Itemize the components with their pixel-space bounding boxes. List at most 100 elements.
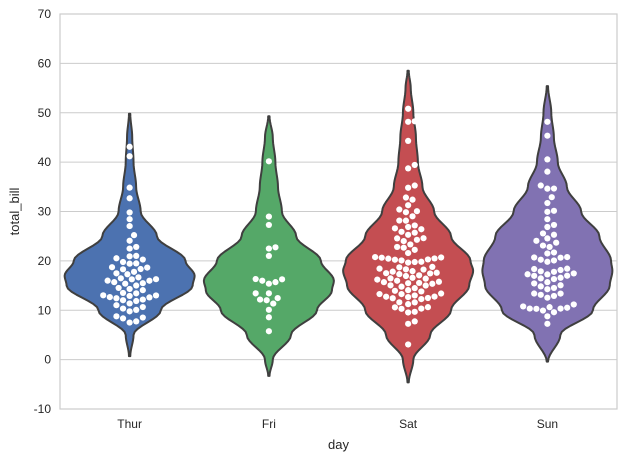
swarm-point	[126, 195, 133, 202]
swarm-point	[152, 276, 160, 283]
swarm-point	[385, 255, 392, 262]
swarm-point	[119, 266, 127, 273]
swarm-point	[391, 225, 399, 232]
swarm-point	[104, 277, 111, 284]
swarm-point	[126, 209, 133, 216]
swarm-point	[524, 271, 531, 278]
swarm-point	[420, 235, 427, 242]
swarm-point	[427, 270, 434, 277]
swarm-point	[405, 320, 412, 327]
swarm-point	[438, 254, 445, 261]
swarm-point	[396, 271, 403, 278]
swarm-point	[376, 265, 383, 272]
y-tick-label: 40	[38, 155, 52, 169]
swarm-point	[544, 156, 551, 163]
swarm-point	[531, 272, 538, 279]
swarm-point	[550, 292, 558, 300]
swarm-point	[265, 314, 272, 321]
swarm-point	[405, 301, 412, 308]
swarm-point	[520, 303, 527, 310]
swarm-point	[130, 268, 138, 275]
y-tick-label: 20	[38, 254, 52, 268]
swarm-point	[402, 272, 410, 280]
swarm-point	[564, 272, 571, 279]
swarm-point	[544, 118, 551, 125]
swarm-point	[418, 258, 425, 265]
swarm-point	[119, 289, 127, 297]
swarm-point	[117, 275, 124, 282]
swarm-point	[383, 293, 390, 300]
swarm-point	[544, 132, 551, 139]
swarm-point	[133, 290, 140, 297]
swarm-point	[416, 272, 423, 279]
violin-sun	[481, 85, 614, 363]
swarm-point	[113, 313, 120, 320]
swarm-point	[106, 294, 113, 301]
violin-thur	[63, 112, 196, 358]
swarm-point	[557, 254, 564, 261]
swarm-point	[256, 296, 264, 303]
swarm-point	[411, 222, 418, 229]
swarm-point	[531, 290, 538, 297]
swarm-point	[405, 341, 412, 348]
swarm-point	[405, 231, 412, 238]
swarm-point	[537, 275, 544, 282]
swarm-point	[398, 257, 405, 264]
swarm-point	[405, 105, 412, 112]
swarm-point	[539, 242, 547, 249]
swarm-point	[252, 275, 259, 283]
swarm-point	[265, 252, 272, 259]
swarm-point	[416, 279, 423, 287]
swarm-point	[544, 279, 551, 286]
swarm-point	[424, 256, 432, 263]
swarm-point	[431, 293, 438, 300]
swarm-point	[550, 231, 558, 238]
swarm-point	[544, 168, 551, 175]
swarm-point	[265, 290, 272, 297]
swarm-point	[398, 283, 405, 290]
swarm-point	[119, 297, 127, 304]
swarm-point	[544, 271, 551, 278]
swarm-point	[537, 291, 544, 298]
swarm-point	[126, 222, 133, 230]
swarm-point	[424, 304, 432, 311]
swarm-point	[402, 209, 410, 216]
swarm-point	[146, 277, 153, 284]
swarm-point	[409, 196, 416, 203]
plot-frame	[59, 13, 618, 410]
swarm-point	[411, 258, 418, 266]
swarm-point	[557, 290, 564, 297]
swarm-point	[405, 259, 412, 266]
swarm-point	[424, 294, 432, 302]
swarm-point	[544, 286, 551, 293]
swarm-point	[391, 256, 399, 263]
swarm-point	[396, 206, 403, 213]
swarm-point	[413, 208, 421, 215]
swarm-point	[252, 290, 259, 297]
swarm-point	[126, 237, 133, 244]
swarm-point	[544, 185, 551, 192]
y-tick-label: -10	[34, 402, 52, 416]
swarm-point	[113, 295, 120, 302]
swarm-point	[126, 292, 133, 300]
swarm-point	[550, 185, 558, 192]
swarm-point	[544, 235, 551, 242]
swarm-point	[546, 304, 553, 311]
swarm-point	[550, 221, 558, 229]
swarm-point	[265, 306, 272, 313]
swarm-point	[409, 213, 416, 220]
swarm-point	[564, 254, 571, 261]
swarm-point	[405, 294, 412, 301]
swarm-point	[387, 275, 394, 282]
swarm-point	[265, 158, 272, 165]
swarm-point	[152, 292, 160, 299]
swarm-point	[550, 309, 558, 316]
swarm-point	[431, 255, 438, 262]
swarm-point	[278, 276, 286, 283]
swarm-point	[133, 282, 140, 289]
swarm-point	[270, 300, 277, 307]
swarm-point	[133, 318, 140, 325]
swarm-point	[396, 299, 403, 306]
swarm-point	[544, 294, 551, 301]
swarm-point	[539, 230, 547, 237]
